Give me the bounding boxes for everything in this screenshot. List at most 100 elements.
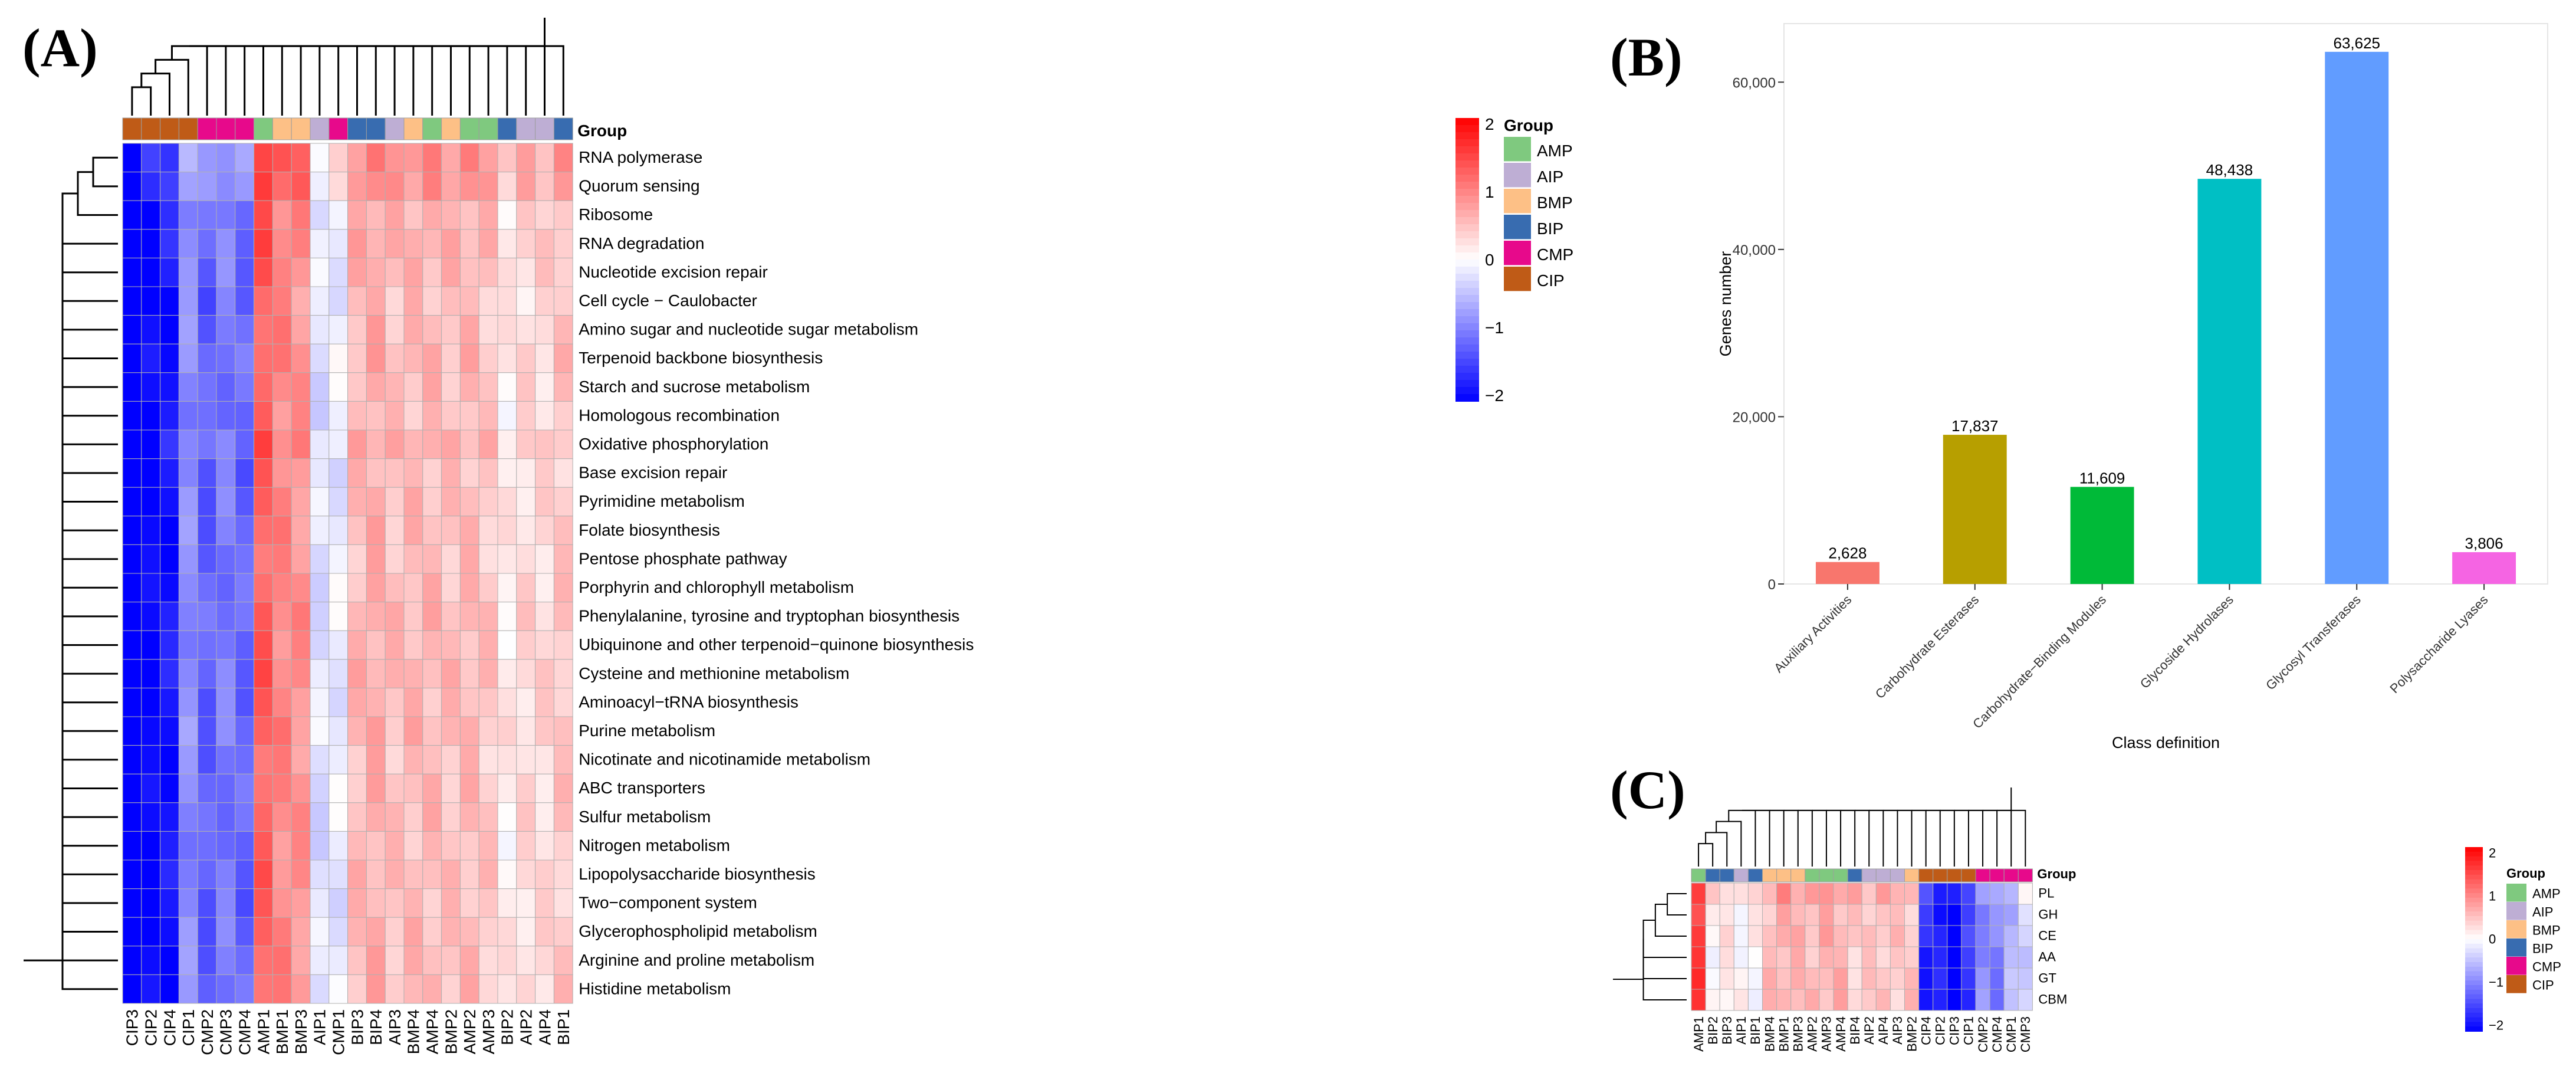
heatmap-cell: [197, 200, 217, 230]
heatmap-cell: [441, 343, 461, 373]
heatmap-cell: [441, 257, 461, 287]
heatmap-cell: [347, 401, 367, 431]
heatmap-cell: [1733, 925, 1749, 947]
heatmap-cell: [178, 143, 198, 173]
heatmap-cell: [403, 315, 423, 344]
heatmap-cell: [497, 602, 517, 631]
heatmap-cell: [310, 659, 330, 688]
heatmap-cell: [272, 343, 292, 373]
heatmap-cell: [347, 745, 367, 775]
heatmap-cell: [441, 544, 461, 574]
heatmap-cell: [328, 716, 349, 746]
panel-c-label: (C): [1610, 760, 1685, 820]
heatmap-cell: [254, 888, 273, 918]
heatmap-cell: [478, 687, 498, 717]
heatmap-cell: [347, 859, 367, 890]
heatmap-cell: [272, 573, 292, 603]
heatmap-cell: [441, 974, 461, 1004]
heatmap-cell: [1861, 946, 1877, 969]
color-scale-segment: [2465, 1017, 2483, 1023]
heatmap-cell: [422, 143, 442, 173]
heatmap-cell: [122, 458, 142, 488]
color-scale-segment: [1455, 132, 1479, 140]
heatmap-cell: [1747, 882, 1763, 905]
heatmap-cell: [459, 602, 479, 631]
heatmap-cell: [197, 687, 217, 717]
heatmap-cell: [385, 229, 405, 258]
heatmap-cell: [1805, 882, 1820, 905]
heatmap-cell: [291, 573, 311, 603]
heatmap-cell: [178, 315, 198, 344]
heatmap-cell: [478, 458, 498, 488]
heatmap-cell: [122, 630, 142, 660]
heatmap-cell: [141, 229, 161, 258]
column-label: BMP1: [273, 1009, 291, 1054]
heatmap-cell: [141, 859, 161, 890]
heatmap-cell: [141, 143, 161, 173]
column-label: CMP1: [2004, 1016, 2019, 1052]
color-scale-segment: [2465, 1022, 2483, 1028]
row-label: GT: [2038, 970, 2056, 985]
heatmap-cell: [459, 716, 479, 746]
color-scale-segment: [1455, 366, 1479, 373]
y-axis-title: Genes number: [1717, 251, 1734, 357]
heatmap-cell: [1733, 967, 1749, 990]
heatmap-cell: [366, 745, 386, 775]
heatmap-cell: [310, 143, 330, 173]
heatmap-cell: [553, 659, 573, 688]
heatmap-cell: [272, 946, 292, 975]
color-scale-segment: [1455, 316, 1479, 324]
row-label: Folate biosynthesis: [579, 521, 720, 539]
heatmap-cell: [441, 401, 461, 431]
column-label: AIP4: [535, 1009, 554, 1045]
heatmap-cell: [441, 745, 461, 775]
heatmap-cell: [1833, 967, 1848, 990]
color-scale-tick: 0: [1485, 251, 1494, 269]
heatmap-cell: [422, 343, 442, 373]
heatmap-cell: [310, 257, 330, 287]
heatmap-cell: [216, 286, 236, 316]
heatmap-cell: [122, 602, 142, 631]
heatmap-cell: [347, 257, 367, 287]
row-label: GH: [2038, 907, 2058, 921]
heatmap-cell: [272, 516, 292, 545]
row-dendrogram-branch: [1642, 920, 1687, 958]
heatmap-cell: [216, 687, 236, 717]
group-annotation-cell: [1947, 868, 1962, 882]
heatmap-cell: [422, 773, 442, 803]
heatmap-cell: [216, 257, 236, 287]
heatmap-cell: [497, 172, 517, 201]
heatmap-cell: [385, 573, 405, 603]
heatmap-cell: [422, 401, 442, 431]
heatmap-cell: [216, 888, 236, 918]
color-scale-segment: [1455, 295, 1479, 303]
heatmap-cell: [1719, 925, 1734, 947]
heatmap-cell: [347, 429, 367, 460]
heatmap-cell: [291, 257, 311, 287]
heatmap-cell: [122, 831, 142, 861]
color-scale-segment: [1455, 203, 1479, 211]
heatmap-cell: [1947, 946, 1962, 969]
heatmap-cell: [178, 659, 198, 688]
heatmap-cell: [197, 401, 217, 431]
color-scale-segment: [2465, 943, 2483, 949]
group-annotation-cell: [1790, 868, 1806, 882]
heatmap-cell: [478, 946, 498, 975]
column-label: AMP1: [1691, 1016, 1706, 1052]
heatmap-cell: [478, 859, 498, 890]
heatmap-cell: [178, 745, 198, 775]
heatmap-cell: [328, 602, 349, 631]
heatmap-cell: [141, 831, 161, 861]
heatmap-cell: [291, 802, 311, 832]
y-tick-label: 40,000: [1733, 242, 1776, 258]
heatmap-cell: [328, 487, 349, 517]
x-tick-label: Polysaccharide Lyases: [2387, 592, 2490, 696]
heatmap-cell: [516, 458, 536, 488]
heatmap-cell: [1776, 925, 1792, 947]
bar-chart-b: 0 20,000 40,000 60,000 2,628 Auxiliary Activi…: [1717, 23, 2548, 752]
heatmap-cell: [441, 372, 461, 402]
heatmap-cell: [516, 487, 536, 517]
col-dendrogram-branch: [155, 58, 189, 116]
heatmap-cell: [178, 257, 198, 287]
heatmap-cell: [535, 831, 554, 861]
